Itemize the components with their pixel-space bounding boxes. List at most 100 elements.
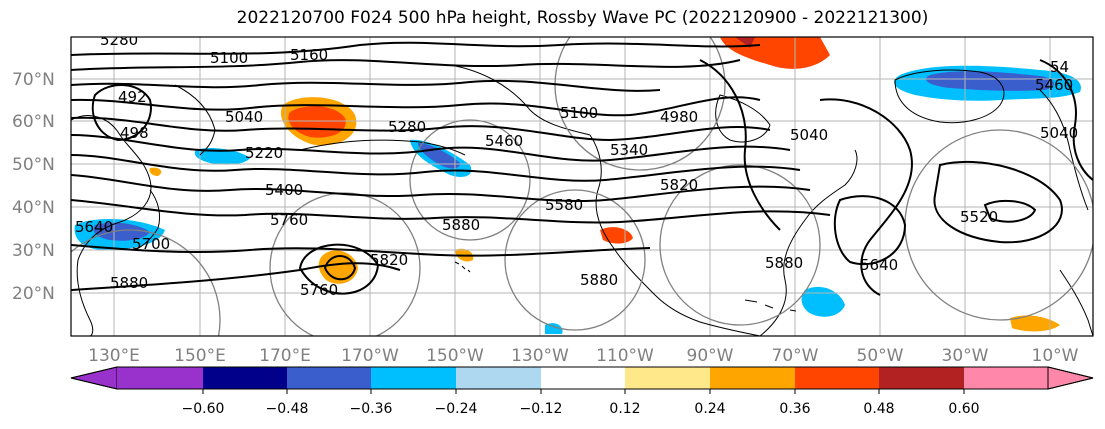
lon-label: 70°W [772,346,819,366]
contour-label: 5520 [960,208,998,226]
colorbar-segment [879,367,964,389]
negative-anomaly-core [926,71,1055,91]
contour-label: 5700 [132,235,170,253]
lon-label: 150°W [426,346,484,366]
negative-anomaly-patch [801,286,845,317]
lat-label: 30°N [12,241,55,261]
colorbar-segment [117,367,203,389]
map-title: 2022120700 F024 500 hPa height, Rossby W… [236,8,929,28]
colorbar-ticks [202,389,965,394]
contour-label: 5880 [765,254,803,272]
height-contours [71,41,1093,296]
colorbar-segment [964,367,1048,389]
colorbar-tick-label: 0.36 [779,401,810,417]
greenland-coastline [894,69,1005,124]
colorbar-tick-label: −0.60 [182,401,225,417]
contour-line [1039,59,1093,181]
colorbar-over-arrow [1047,366,1094,390]
lon-label: 10°W [1032,346,1079,366]
colorbar-segment [710,367,795,389]
contour-label: 5760 [270,211,308,229]
aleutian-chain [299,139,466,156]
contour-line [699,59,781,231]
contour-label: 5460 [485,132,523,150]
contour-line [71,199,831,224]
contour-label: 5100 [560,104,598,122]
colorbar-segment [287,367,371,389]
contour-label: 5040 [1040,124,1078,142]
contour-line [71,244,651,257]
contour-line [833,195,907,266]
contour-line [71,134,791,162]
lon-label: 130°W [511,346,569,366]
contour-line [71,79,661,92]
north-america-east-coast [759,149,858,336]
contour-line [983,199,1037,223]
contour-label: 5820 [370,251,408,269]
contour-labels: 5280 5100 5160 492 5040 498 5220 5280 54… [75,31,1078,299]
colorbar-tick-label: −0.12 [520,401,563,417]
negative-anomaly-patch [545,323,563,334]
contour-line [91,83,152,142]
latitude-labels: 70°N 60°N 50°N 40°N 30°N 20°N [12,70,55,304]
contour-low [298,243,380,295]
lon-label: 50°W [857,346,904,366]
lat-label: 60°N [12,112,55,132]
contour-label: 5100 [210,49,248,67]
colorbar-tick-label: −0.48 [266,401,309,417]
plot-frame [70,36,1094,337]
colorbar-segment [795,367,879,389]
contour-label: 4980 [660,108,698,126]
coastlines [71,64,1093,336]
lon-label: 170°E [259,346,311,366]
caribbean-islands [744,299,797,312]
gridlines [71,37,1093,336]
positive-anomaly-patch [1010,315,1060,332]
contour-label: 5160 [290,46,328,64]
contour-low [323,255,357,281]
contour-label: 5280 [100,31,138,49]
colorbar-under-arrow [70,366,118,390]
colorbar-tick-label: 0.48 [863,401,894,417]
contour-line [819,98,913,296]
asia-coastline [71,115,152,336]
lat-label: 50°N [12,155,55,175]
colorbar-outline [70,366,1094,390]
colorbar-tick-label: −0.36 [350,401,393,417]
positive-anomaly-patch [149,167,162,176]
north-america-west-coast [589,134,761,336]
contour-label: 5880 [110,274,148,292]
hawaii-islands [454,261,471,273]
contour-line [71,96,761,117]
contour-label: 5340 [610,141,648,159]
contour-label: 5040 [790,126,828,144]
contour-label: 5820 [660,176,698,194]
lon-label: 90°W [687,346,734,366]
lon-label: 110°W [596,346,654,366]
contour-label: 5640 [75,218,113,236]
contour-line [71,262,401,291]
colorbar-tick-label: 0.60 [948,401,979,417]
africa-coastline [1059,269,1093,336]
colorbar-tick-label: 0.24 [694,401,725,417]
contour-label: 5280 [388,118,426,136]
alaska-coastline [449,64,591,136]
contour-label: 498 [120,124,149,142]
colorbar-segment [541,367,625,389]
contour-label: 54 [1050,58,1069,76]
colorbar: −0.60 −0.48 −0.36 −0.24 −0.12 0.12 0.24 … [70,366,1094,417]
contour-line [71,174,811,203]
anomaly-shading [74,37,1081,334]
europe-coastline [1039,89,1089,211]
lon-label: 30°W [942,346,989,366]
contour-label: 5400 [265,181,303,199]
japan-coastline [134,189,161,251]
contour-label: 5880 [442,216,480,234]
contour-label: 5460 [1035,76,1073,94]
colorbar-tick-label: −0.24 [435,401,478,417]
colorbar-segment [203,367,287,389]
contour-label: 5580 [545,196,583,214]
lat-label: 20°N [12,284,55,304]
colorbar-tick-label: 0.12 [609,401,640,417]
